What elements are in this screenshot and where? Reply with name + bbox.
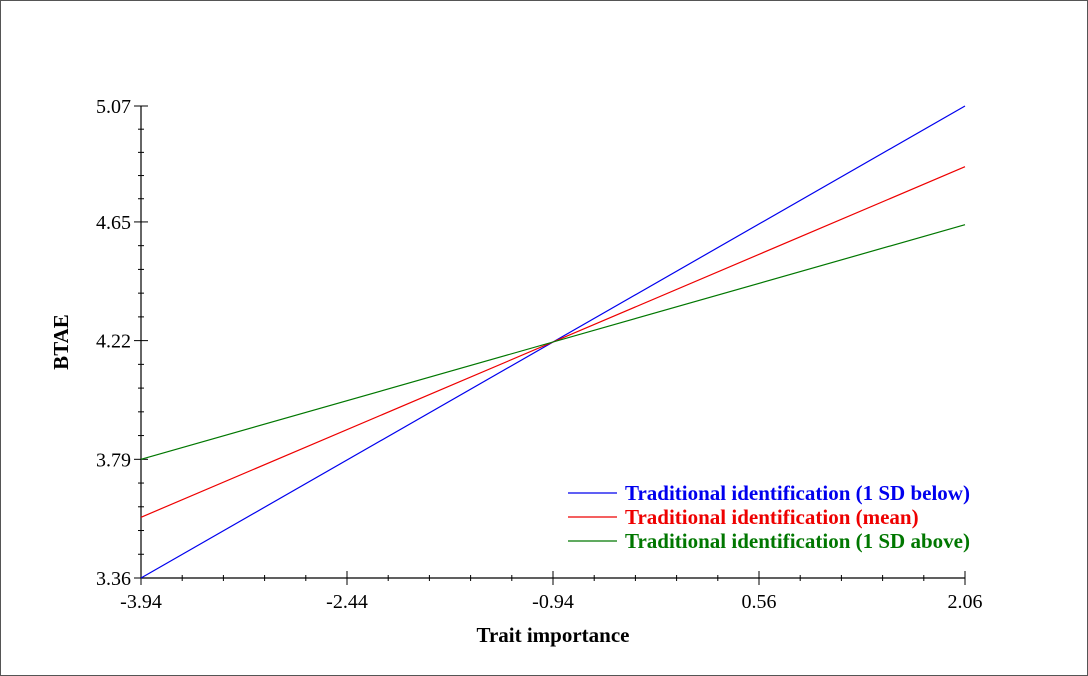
series-line-3 (140, 224, 966, 460)
x-axis-title: Trait importance (477, 623, 630, 647)
legend-label-2: Traditional identification (mean) (625, 505, 919, 529)
series-lines (140, 105, 966, 579)
y-tick-label: 3.79 (96, 449, 131, 471)
x-tick-label: -2.44 (326, 591, 368, 613)
y-tick-label: 3.36 (96, 568, 131, 590)
y-tick-label: 4.65 (96, 212, 131, 234)
legend-label-1: Traditional identification (1 SD below) (625, 481, 970, 505)
legend-label-3: Traditional identification (1 SD above) (625, 529, 970, 553)
y-tick-label: 4.22 (96, 331, 131, 353)
x-tick-label: -3.94 (120, 591, 162, 613)
y-tick-label: 5.07 (96, 96, 131, 118)
axes: 3.36 3.79 4.22 4.65 5.07 -3.94 -2.44 -0.94 0.56 2… (96, 96, 983, 613)
x-tick-label: -0.94 (532, 591, 574, 613)
y-axis-title: BTAE (49, 314, 73, 370)
x-tick-label: 0.56 (742, 591, 777, 613)
legend: Traditional identification (1 SD below)T… (568, 481, 970, 553)
x-tick-label: 2.06 (948, 591, 983, 613)
